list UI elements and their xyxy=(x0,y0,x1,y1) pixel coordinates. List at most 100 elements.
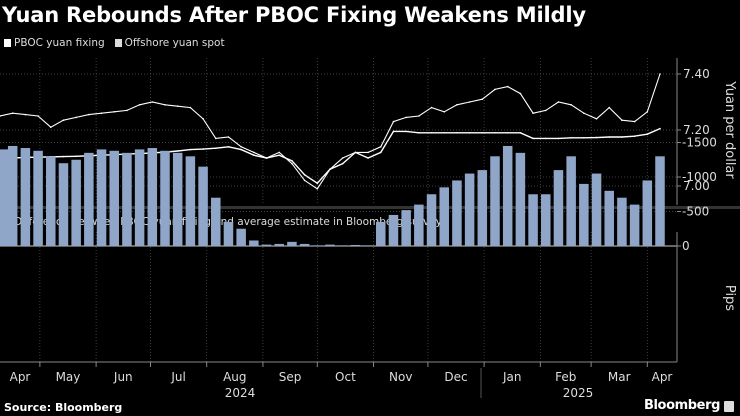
bar xyxy=(490,156,500,246)
bar xyxy=(211,197,221,246)
legend-item-spot: Offshore yuan spot xyxy=(114,37,225,49)
bar xyxy=(376,221,386,246)
y-tick-label: 0 xyxy=(682,239,690,253)
data-point-spot xyxy=(481,98,484,100)
legend-swatch-icon xyxy=(4,39,11,47)
data-point-fixing xyxy=(240,148,242,151)
bar xyxy=(515,152,526,246)
year-label: 2024 xyxy=(225,386,256,400)
data-point-fixing xyxy=(214,147,217,149)
data-point-spot xyxy=(100,112,103,114)
data-point-spot xyxy=(189,106,192,109)
bar xyxy=(7,145,18,246)
bar xyxy=(122,152,132,246)
bar xyxy=(655,156,665,246)
data-point-fixing xyxy=(75,155,77,158)
legend-item-fixing: PBOC yuan fixing xyxy=(4,37,105,49)
bar xyxy=(528,194,538,246)
bar xyxy=(617,197,627,246)
x-tick-label: Oct xyxy=(335,370,356,384)
data-point-fixing xyxy=(468,132,471,134)
data-point-spot xyxy=(151,101,154,103)
data-point-spot xyxy=(494,88,496,91)
x-tick-label: Jan xyxy=(502,370,522,384)
data-point-fixing xyxy=(379,151,382,154)
data-point-spot xyxy=(583,112,585,114)
data-point-fixing xyxy=(456,132,458,134)
bar xyxy=(33,150,43,246)
bar xyxy=(502,145,513,246)
data-point-spot xyxy=(24,113,27,116)
bar xyxy=(464,173,475,246)
data-point-fixing xyxy=(494,132,496,134)
data-point-spot xyxy=(392,120,395,123)
bar xyxy=(84,152,94,246)
data-point-spot xyxy=(570,104,572,106)
data-point-spot xyxy=(316,188,319,190)
data-point-spot xyxy=(138,104,141,106)
bar xyxy=(96,149,107,246)
data-point-spot xyxy=(278,151,281,154)
bar xyxy=(134,149,145,246)
data-point-spot xyxy=(367,151,369,154)
year-label: 2025 xyxy=(563,386,594,400)
bar xyxy=(452,180,462,246)
bar xyxy=(337,245,348,247)
data-point-spot xyxy=(608,106,611,109)
data-point-spot xyxy=(37,115,39,117)
brand-logo: Bloomberg xyxy=(643,398,720,413)
bar xyxy=(553,170,564,246)
data-point-spot xyxy=(646,111,649,113)
data-point-fixing xyxy=(176,150,179,152)
bar xyxy=(20,148,31,246)
data-point-fixing xyxy=(570,137,572,139)
data-point-spot xyxy=(265,157,268,159)
data-point-fixing xyxy=(430,132,433,134)
bar xyxy=(388,214,399,246)
data-point-spot xyxy=(113,111,116,113)
data-point-spot xyxy=(443,111,446,113)
data-point-spot xyxy=(176,105,179,107)
data-point-fixing xyxy=(557,137,560,140)
data-point-fixing xyxy=(202,148,204,150)
data-point-fixing xyxy=(405,130,407,133)
bar xyxy=(629,204,640,246)
x-tick-label: Apr xyxy=(652,370,673,384)
bar xyxy=(566,156,576,246)
data-point-fixing xyxy=(583,137,585,139)
data-point-fixing xyxy=(646,133,649,135)
bar xyxy=(287,241,297,246)
data-point-fixing xyxy=(595,136,598,139)
bar xyxy=(299,243,310,246)
data-point-spot xyxy=(126,109,128,112)
bloomberg-terminal-icon xyxy=(724,401,734,412)
bar xyxy=(236,228,246,246)
data-point-spot xyxy=(227,136,230,138)
bar xyxy=(414,204,424,246)
data-point-spot xyxy=(303,179,306,182)
bar xyxy=(160,150,170,246)
data-point-spot xyxy=(405,116,407,119)
data-point-spot xyxy=(532,112,534,114)
x-tick-label: Jul xyxy=(170,370,185,384)
data-point-spot xyxy=(506,85,509,88)
data-point-spot xyxy=(456,104,458,106)
panel-separator xyxy=(0,206,740,209)
data-point-fixing xyxy=(392,130,395,133)
bar xyxy=(541,194,551,246)
bar xyxy=(363,245,373,247)
x-tick-label: Jun xyxy=(113,370,133,384)
data-point-spot xyxy=(659,73,661,75)
bar xyxy=(325,244,335,246)
data-point-fixing xyxy=(532,137,534,140)
data-point-fixing xyxy=(418,132,420,134)
x-tick-label: Feb xyxy=(555,370,576,384)
data-point-fixing xyxy=(253,154,255,156)
top-legend: PBOC yuan fixing Offshore yuan spot xyxy=(4,37,225,49)
data-point-spot xyxy=(418,115,420,117)
data-point-fixing xyxy=(506,132,509,134)
legend-label: Offshore yuan spot xyxy=(124,37,225,49)
bar xyxy=(579,183,589,246)
data-point-spot xyxy=(354,151,357,154)
data-point-spot xyxy=(202,118,204,120)
